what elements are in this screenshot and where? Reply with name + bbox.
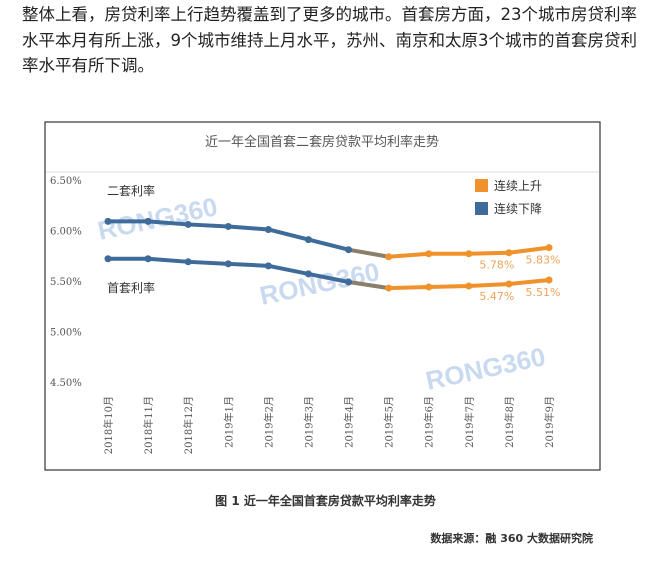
series-segment [226, 261, 271, 268]
data-point [385, 253, 393, 261]
data-point [264, 262, 272, 270]
series-segment [226, 224, 271, 232]
data-point [505, 280, 513, 288]
series-label: 二套利率 [107, 183, 155, 198]
data-point [304, 236, 312, 244]
series-segment [506, 277, 551, 287]
x-tick-label: 2018年12月 [182, 396, 195, 454]
x-tick-label: 2019年9月 [543, 396, 556, 448]
data-point [224, 222, 232, 230]
series-segment [146, 256, 191, 264]
article-line: 率水平有所下调。 [22, 56, 154, 75]
series-segment [466, 250, 511, 256]
x-tick-label: 2019年6月 [423, 396, 436, 448]
chart-title: 近一年全国首套二套房贷款平均利率走势 [205, 134, 439, 150]
article-line: 水平本月有所上涨，9个城市维持上月水平，苏州、南京和太原3个城市的首套房贷利 [22, 30, 637, 50]
x-tick-label: 2018年10月 [102, 396, 115, 454]
data-point [304, 270, 312, 278]
data-point [104, 255, 112, 263]
figure-caption: 图 1 近一年全国首套房贷款平均利率走势 [215, 494, 436, 508]
y-tick-label: 4.50% [50, 378, 82, 389]
data-point [425, 283, 433, 291]
y-tick-label: 5.00% [50, 328, 82, 339]
article-paragraph: 整体上看，房贷利率上行趋势覆盖到了更多的城市。首套房方面，23个城市房贷利率 水… [22, 2, 642, 79]
data-point [104, 217, 112, 225]
series-segment [386, 285, 431, 291]
data-point [545, 244, 553, 252]
data-label: 5.78% [479, 259, 514, 272]
data-point [144, 217, 152, 225]
series-segment [346, 280, 391, 291]
data-point [545, 276, 553, 284]
series-segment [426, 284, 471, 290]
series-segment [386, 251, 431, 259]
series-segment [506, 245, 551, 255]
data-source: 数据来源：融 360 大数据研究院 [430, 532, 593, 545]
data-point [345, 278, 353, 286]
data-point [345, 246, 353, 254]
x-tick-label: 2019年8月 [503, 396, 516, 448]
x-tick-label: 2019年7月 [463, 396, 476, 448]
data-point [184, 220, 192, 228]
article-line: 整体上看，房贷利率上行趋势覆盖到了更多的城市。首套房方面，23个城市房贷利率 [22, 5, 637, 24]
x-tick-label: 2019年5月 [383, 396, 396, 448]
data-point [425, 250, 433, 258]
data-point [224, 260, 232, 268]
series-segment [306, 237, 351, 252]
x-tick-label: 2019年3月 [302, 396, 315, 448]
series-label: 首套利率 [107, 280, 155, 295]
x-tick-label: 2019年2月 [262, 396, 275, 448]
data-point [385, 284, 393, 292]
x-tick-label: 2018年11月 [142, 396, 155, 454]
series-segment [466, 282, 511, 289]
data-label: 5.83% [526, 254, 561, 267]
y-tick-label: 5.50% [50, 277, 82, 288]
data-point [144, 255, 152, 263]
series-segment [306, 271, 351, 285]
data-point [264, 225, 272, 233]
series-segment [346, 247, 391, 259]
data-point [184, 258, 192, 266]
series-segment [266, 263, 311, 276]
chart-frame [44, 121, 601, 471]
legend-label: 连续下降 [494, 201, 542, 216]
data-point [465, 250, 473, 258]
series-segment [266, 227, 311, 242]
series-segment [146, 219, 191, 227]
y-tick-label: 6.50% [50, 176, 82, 187]
data-label: 5.51% [526, 286, 561, 299]
series-segment [186, 259, 231, 266]
x-tick-label: 2019年4月 [343, 396, 356, 448]
series-segment [186, 222, 231, 229]
data-point [465, 282, 473, 290]
data-label: 5.47% [479, 290, 514, 303]
x-tick-label: 2019年1月 [222, 396, 235, 448]
data-point [505, 249, 513, 257]
legend-swatch [475, 202, 488, 215]
y-tick-label: 6.00% [50, 227, 82, 238]
legend-swatch [475, 179, 488, 192]
legend-label: 连续上升 [494, 178, 542, 193]
